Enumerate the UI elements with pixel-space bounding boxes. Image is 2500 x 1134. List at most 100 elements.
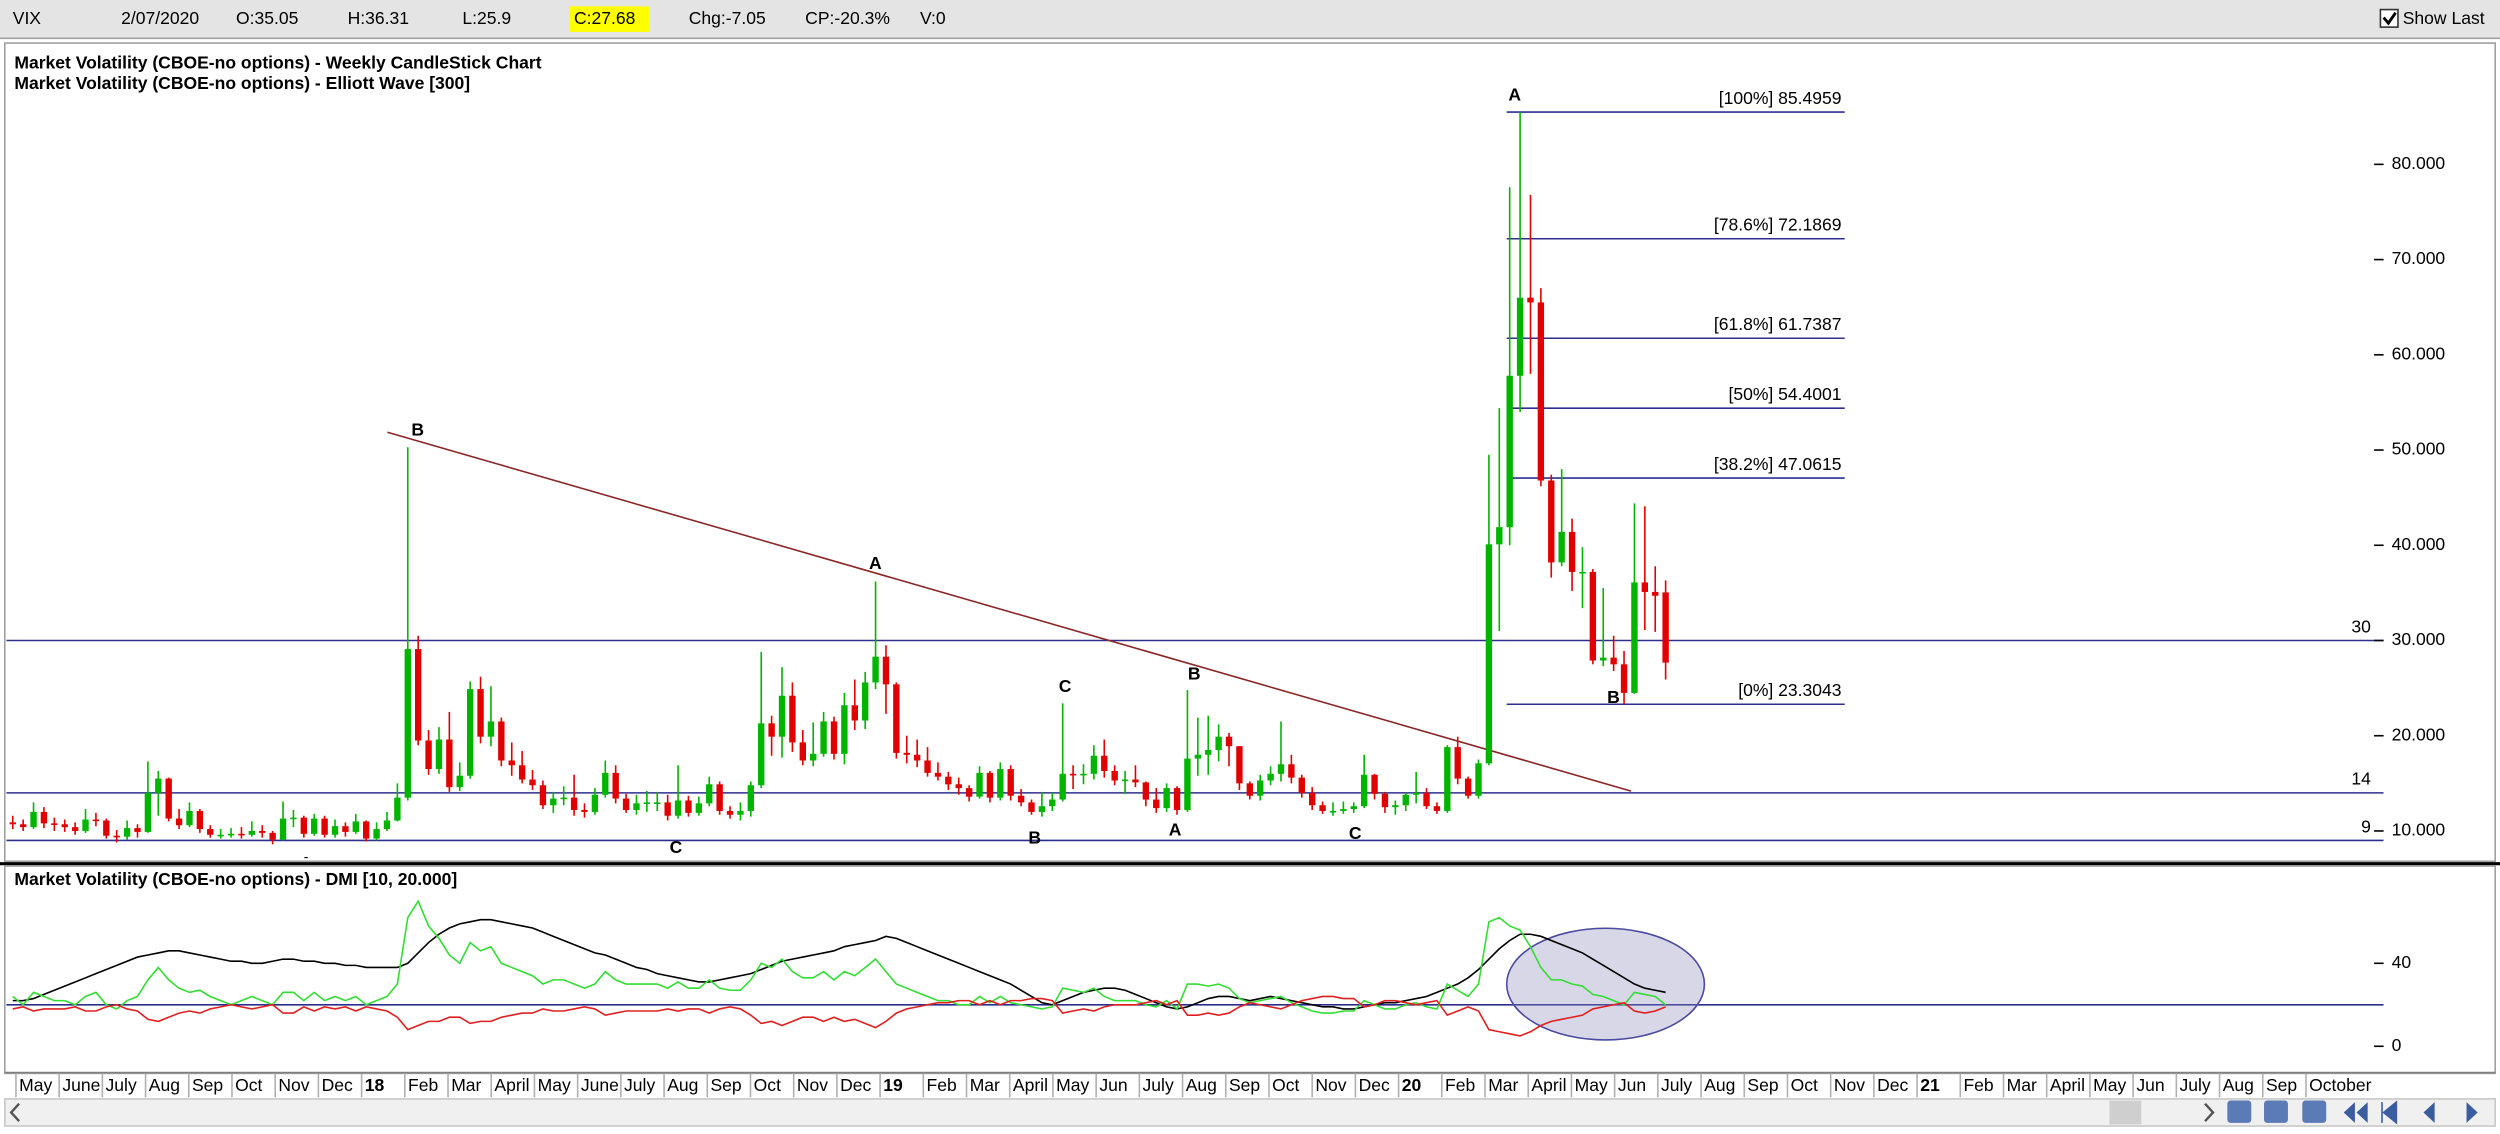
x-tick-label: April [494, 1075, 529, 1095]
candle-body [1298, 777, 1305, 793]
y-tick-label: 40 [2392, 952, 2412, 972]
x-tick-label: Oct [1791, 1075, 1818, 1095]
x-tick-label: April [2050, 1075, 2085, 1095]
candle-body [1381, 793, 1389, 808]
change-value: Chg:-7.05 [689, 8, 766, 28]
x-tick-label: Aug [667, 1075, 698, 1095]
x-tick-label: Sep [192, 1075, 223, 1095]
x-tick-label: Nov [797, 1075, 828, 1095]
candle-body [61, 824, 68, 828]
prev-button[interactable] [2423, 1102, 2435, 1123]
candle-body [1101, 755, 1108, 771]
candle-body [498, 721, 505, 761]
dmi-line [12, 899, 1667, 1014]
scroll-thumb[interactable] [2109, 1100, 2142, 1125]
page-back-button[interactable] [2343, 1102, 2368, 1123]
reset-zoom-button[interactable] [2302, 1100, 2327, 1123]
candle-body [602, 772, 609, 795]
scroll-left[interactable] [9, 1102, 21, 1123]
candle-body [1371, 774, 1378, 794]
candle-body [924, 760, 931, 773]
candle-body [1464, 778, 1472, 796]
candle-body [414, 649, 422, 741]
scrollbar[interactable] [3, 1098, 2497, 1127]
candle-body [103, 820, 110, 836]
candle-body [466, 689, 474, 776]
candle-body [695, 803, 703, 813]
candle-body [321, 818, 328, 835]
candle-body [394, 797, 401, 821]
close-value: C:27.68 [574, 8, 635, 28]
candle-body [1548, 480, 1555, 563]
x-tick-label: Sep [710, 1075, 741, 1095]
candle-body [1277, 764, 1285, 774]
candle-body [1423, 792, 1430, 807]
checkbox-label[interactable]: Show Last [2403, 8, 2485, 28]
x-tick-label: Dec [322, 1075, 353, 1095]
candle-body [986, 772, 994, 798]
y-tick-label: 40.000 [2392, 534, 2446, 554]
x-tick-label: 18 [365, 1075, 385, 1095]
candle-body [1059, 773, 1066, 800]
candle-body [976, 772, 983, 797]
close-highlight [569, 6, 649, 32]
candle-body [955, 784, 962, 789]
candle-body [1496, 527, 1503, 545]
candle-body [539, 785, 547, 806]
next-button[interactable] [2466, 1102, 2478, 1123]
x-tick-label: May [2093, 1075, 2126, 1095]
candle-body [581, 810, 588, 812]
fib-label: [100%] 85.4959 [1719, 88, 1842, 108]
x-tick-label: April [1531, 1075, 1566, 1095]
zoom-out-button[interactable] [2264, 1100, 2288, 1123]
x-tick-label: July [1661, 1075, 1692, 1095]
candle-body [789, 695, 796, 743]
x-tick-label: Mar [2007, 1075, 2037, 1095]
candle-body [40, 811, 48, 824]
candle-body [425, 740, 432, 770]
wave-label: A [1169, 820, 1182, 840]
candle-body [1080, 773, 1087, 776]
candle-body [1620, 664, 1628, 693]
x-tick-label: 19 [883, 1075, 903, 1095]
scroll-right[interactable] [2204, 1102, 2215, 1123]
candle-body [861, 682, 869, 721]
wave-label: B [1607, 687, 1620, 707]
candle-body [196, 810, 204, 830]
candle-body [404, 649, 411, 798]
x-tick-label: Nov [278, 1075, 309, 1095]
candle-body [560, 797, 567, 800]
candle-body [259, 830, 266, 833]
x-tick-label: Mar [1488, 1075, 1518, 1095]
candle-body [643, 802, 651, 804]
candle-body [1184, 758, 1191, 811]
y-tick-label: 20.000 [2392, 724, 2446, 744]
candle-body [1215, 736, 1222, 751]
wave-label: A [300, 853, 313, 873]
x-tick-label: April [1013, 1075, 1048, 1095]
x-tick-label: July [1143, 1075, 1174, 1095]
dmi-line [12, 918, 1666, 1010]
x-tick-label: Nov [1834, 1075, 1865, 1095]
candle-body [175, 818, 183, 826]
x-tick-label: July [106, 1075, 137, 1095]
candle-body [1308, 792, 1316, 806]
candle-body [1163, 788, 1170, 809]
candle-body [1506, 375, 1513, 528]
candle-body [9, 822, 16, 825]
candle-body [622, 798, 630, 811]
candle-body [1007, 769, 1014, 796]
candle-body [1267, 773, 1274, 781]
zoom-in-button[interactable] [2227, 1100, 2252, 1123]
candle-body [113, 835, 120, 838]
show-last-checkbox[interactable]: Show Last [2379, 8, 2485, 28]
x-tick-label: Dec [1359, 1075, 1390, 1095]
first-button[interactable] [2381, 1100, 2398, 1125]
x-tick-label: Feb [1445, 1075, 1475, 1095]
checkmark [2382, 11, 2397, 26]
candle-body [1049, 799, 1056, 807]
candle-body [1069, 773, 1077, 776]
candle-body [331, 826, 339, 835]
candle-body [383, 820, 391, 830]
